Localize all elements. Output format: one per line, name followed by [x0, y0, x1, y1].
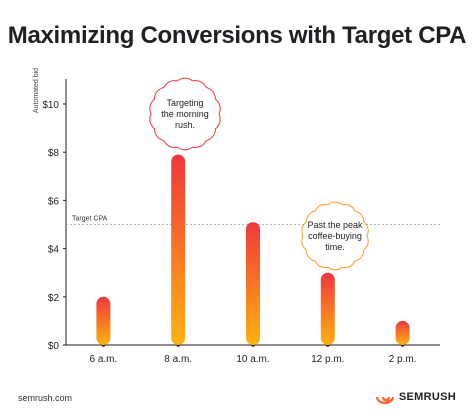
annotation-line: time. [325, 242, 345, 252]
chart-title: Maximizing Conversions with Target CPA [7, 22, 467, 49]
semrush-flame-icon [375, 396, 394, 404]
x-tick-label: 2 p.m. [389, 354, 417, 365]
y-tick-label: $8 [48, 148, 60, 159]
annotation-bubble [301, 201, 369, 271]
annotation-line: Past the peak [307, 220, 363, 230]
annotation-text: Targeting the morning rush. [161, 98, 209, 130]
annotation-bubble [149, 77, 221, 151]
bar [320, 272, 335, 345]
bar [96, 296, 111, 345]
annotation-line: rush. [175, 120, 195, 130]
y-tick-label: $2 [48, 293, 60, 304]
x-tick-label: 12 p.m. [311, 354, 344, 365]
annotation-line: coffee-buying [308, 231, 362, 241]
bar [246, 222, 260, 345]
bar [171, 154, 186, 345]
y-axis-label: Automated bid [33, 68, 40, 113]
target-cpa-label: Target CPA [72, 216, 108, 223]
brand-name: SEMRUSH [398, 391, 456, 403]
bar [395, 320, 410, 345]
x-tick-label: 6 a.m. [90, 354, 118, 365]
y-tick-label: $4 [48, 245, 60, 256]
annotation-text: Past the peak coffee-buying time. [307, 220, 363, 252]
source-text: semrush.com [18, 393, 73, 403]
y-tick-label: $0 [48, 341, 60, 352]
y-tick-label: $10 [42, 100, 59, 111]
x-tick-label: 8 a.m. [164, 354, 192, 365]
x-tick-label: 10 a.m. [236, 354, 269, 365]
brand-logo: SEMRUSH [375, 390, 456, 404]
y-tick-label: $6 [48, 196, 60, 207]
annotation-line: Targeting [166, 98, 203, 108]
annotation-line: the morning [161, 109, 209, 119]
